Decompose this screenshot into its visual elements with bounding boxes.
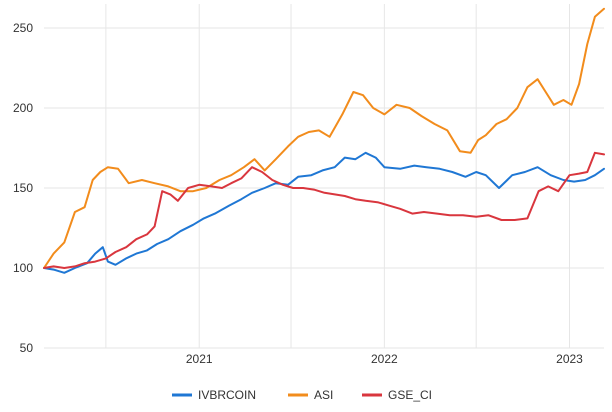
legend-label: GSE_CI: [388, 388, 432, 402]
legend-item-gse-ci[interactable]: GSE_CI: [362, 388, 432, 402]
x-axis-tick-labels: 2021 2022 2023: [186, 352, 583, 366]
legend-item-ivbrcoin[interactable]: IVBRCOIN: [172, 388, 256, 402]
legend-label: ASI: [314, 388, 333, 402]
y-tick-label: 150: [13, 181, 33, 195]
legend-label: IVBRCOIN: [198, 388, 256, 402]
x-gridlines: [105, 4, 571, 348]
y-tick-label: 50: [20, 341, 34, 355]
x-tick-label: 2021: [186, 352, 213, 366]
y-gridlines: [44, 27, 604, 349]
series-line-gse-ci: [43, 151, 605, 269]
series-line-asi: [43, 7, 605, 269]
y-tick-label: 200: [13, 101, 33, 115]
y-tick-label: 250: [13, 21, 33, 35]
x-tick-label: 2023: [556, 352, 583, 366]
x-tick-label: 2022: [371, 352, 398, 366]
y-tick-label: 100: [13, 261, 33, 275]
legend[interactable]: IVBRCOIN ASI GSE_CI: [172, 388, 432, 402]
legend-item-asi[interactable]: ASI: [288, 388, 333, 402]
y-axis-tick-labels: 50 100 150 200 250: [13, 21, 33, 355]
series-lines: [43, 7, 605, 274]
series-line-ivbrcoin: [43, 151, 605, 274]
